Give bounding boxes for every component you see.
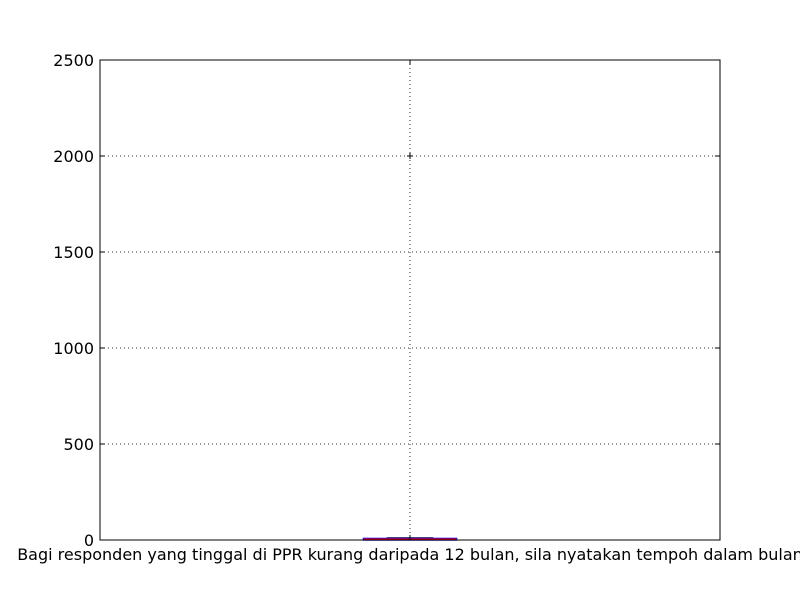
y-tick-label: 1500: [53, 243, 94, 262]
y-tick-label: 1000: [53, 339, 94, 358]
axis-ticks: [100, 59, 720, 541]
y-tick-label: 0: [84, 531, 94, 550]
axis-tick-labels: 0 500 1000 1500 2000 2500 Bagi responden yang …: [17, 51, 800, 564]
x-category-label: Bagi responden yang tinggal di PPR kuran…: [17, 545, 800, 564]
y-tick-label: 2000: [53, 147, 94, 166]
outlier-point: [407, 153, 413, 159]
y-tick-label: 2500: [53, 51, 94, 70]
y-tick-label: 500: [63, 435, 94, 454]
